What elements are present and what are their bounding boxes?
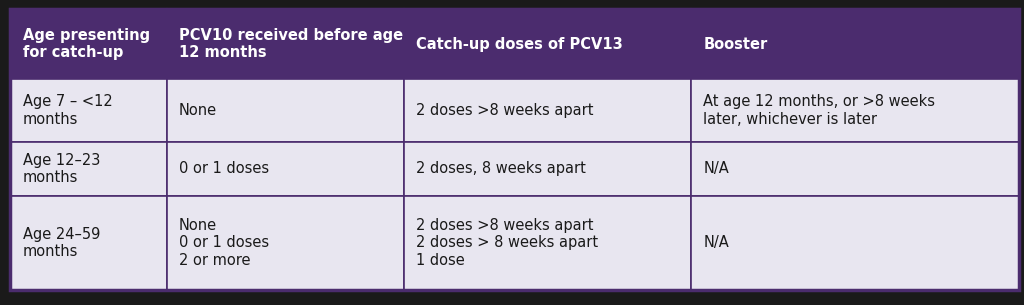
Text: Age 7 – <12
months: Age 7 – <12 months (23, 94, 113, 127)
Bar (10, 79, 167, 142)
Text: Age 24–59
months: Age 24–59 months (23, 227, 100, 259)
Bar (691, 79, 1019, 142)
Bar (10, 9, 167, 79)
Bar (167, 196, 403, 290)
Text: 0 or 1 doses: 0 or 1 doses (179, 161, 269, 176)
Bar (691, 9, 1019, 79)
Bar (167, 9, 403, 79)
Text: N/A: N/A (703, 161, 729, 176)
Text: Booster: Booster (703, 37, 768, 52)
Bar (403, 196, 691, 290)
Bar (10, 142, 167, 196)
Bar (403, 9, 691, 79)
Text: Catch-up doses of PCV13: Catch-up doses of PCV13 (416, 37, 623, 52)
Text: 2 doses >8 weeks apart
2 doses > 8 weeks apart
1 dose: 2 doses >8 weeks apart 2 doses > 8 weeks… (416, 218, 598, 268)
Text: 2 doses >8 weeks apart: 2 doses >8 weeks apart (416, 103, 593, 118)
Text: PCV10 received before age
12 months: PCV10 received before age 12 months (179, 28, 403, 60)
Bar (167, 142, 403, 196)
Bar (691, 196, 1019, 290)
Text: None
0 or 1 doses
2 or more: None 0 or 1 doses 2 or more (179, 218, 269, 268)
Text: N/A: N/A (703, 235, 729, 250)
Text: 2 doses, 8 weeks apart: 2 doses, 8 weeks apart (416, 161, 586, 176)
Text: Age presenting
for catch-up: Age presenting for catch-up (23, 28, 150, 60)
Bar (10, 196, 167, 290)
Bar (167, 79, 403, 142)
Bar (403, 79, 691, 142)
Text: None: None (179, 103, 217, 118)
Bar (403, 142, 691, 196)
Text: Age 12–23
months: Age 12–23 months (23, 153, 100, 185)
Text: At age 12 months, or >8 weeks
later, whichever is later: At age 12 months, or >8 weeks later, whi… (703, 94, 935, 127)
Bar (691, 142, 1019, 196)
